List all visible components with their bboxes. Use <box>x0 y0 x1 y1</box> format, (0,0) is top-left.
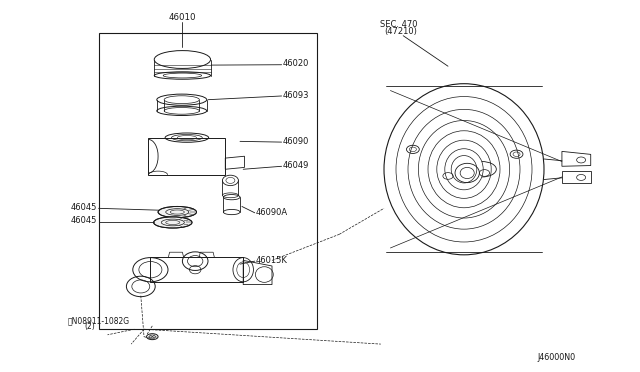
Text: 46010: 46010 <box>169 13 196 22</box>
Text: 46045: 46045 <box>71 217 97 225</box>
Text: SEC. 470: SEC. 470 <box>380 20 418 29</box>
Text: 46093: 46093 <box>283 91 309 100</box>
Ellipse shape <box>154 217 192 228</box>
Text: J46000N0: J46000N0 <box>538 353 576 362</box>
Text: 46015K: 46015K <box>256 256 288 265</box>
Text: 46045: 46045 <box>71 203 97 212</box>
Text: 46090A: 46090A <box>256 208 288 217</box>
Text: 46090: 46090 <box>283 137 309 146</box>
Ellipse shape <box>158 206 196 218</box>
Text: (47210): (47210) <box>384 28 417 36</box>
Text: 46020: 46020 <box>283 60 309 68</box>
Text: 46049: 46049 <box>283 161 309 170</box>
Text: ⓃN08911-1082G: ⓃN08911-1082G <box>67 316 129 325</box>
Text: (2): (2) <box>84 322 95 331</box>
